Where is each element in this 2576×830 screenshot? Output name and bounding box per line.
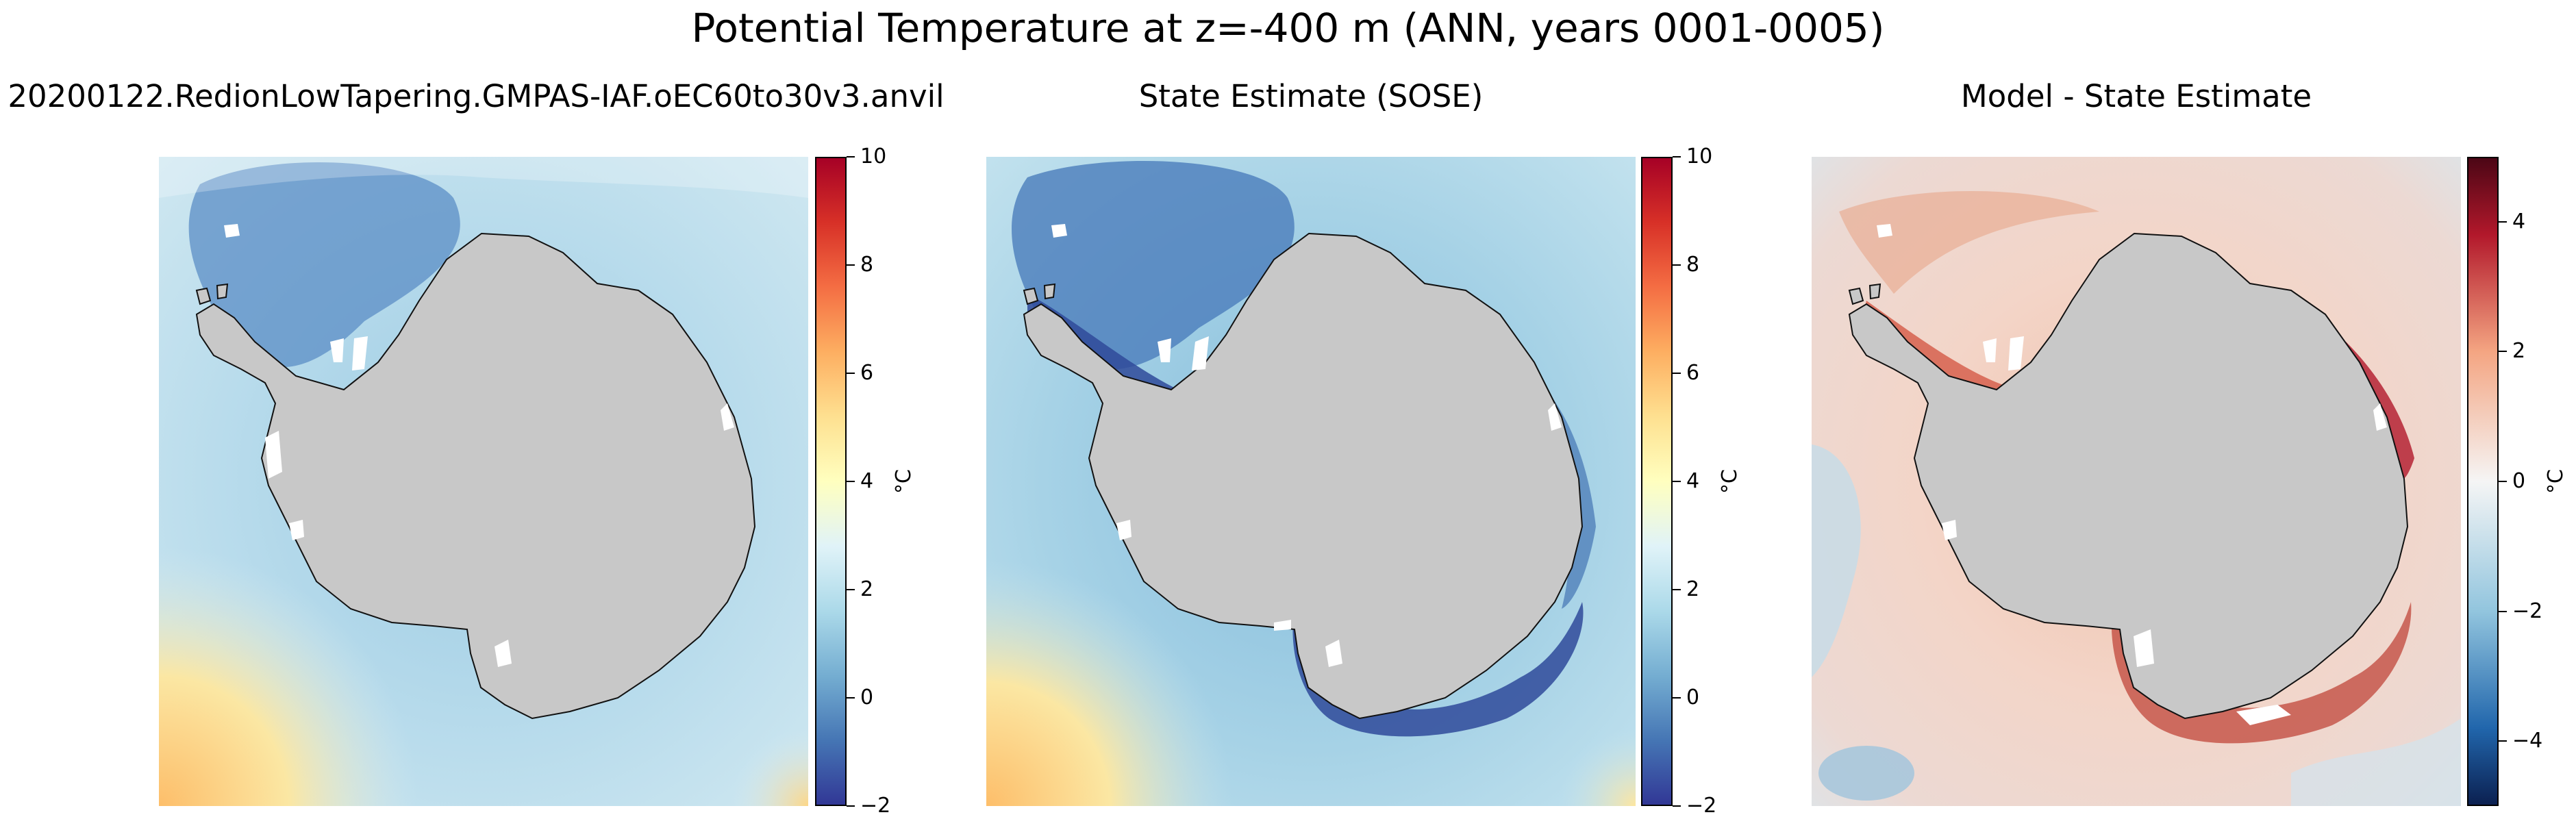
colorbar-tick-mark xyxy=(1673,589,1681,590)
colorbar-tick-label: 2 xyxy=(2512,339,2526,364)
ice-shelf-gaps xyxy=(1877,224,2387,725)
colorbar-unit-model: °C xyxy=(892,469,916,494)
colorbar-tick-mark xyxy=(2499,610,2507,612)
colorbar-tick-mark xyxy=(847,697,855,699)
ice-shelf-gaps xyxy=(1051,224,1562,667)
colorbar-tick-mark xyxy=(847,589,855,590)
colorbar-tick-mark xyxy=(1673,805,1681,807)
antarctica-land xyxy=(195,232,756,720)
colorbar-tick-label: 4 xyxy=(2512,209,2526,234)
colorbar-tick-label: 0 xyxy=(1686,686,1700,709)
antarctica-land xyxy=(1023,232,1584,720)
colorbar-tick-mark xyxy=(847,805,855,807)
panel-title-difference: Model - State Estimate xyxy=(1960,78,2312,114)
colorbar-difference: −4 −2 0 2 4 xyxy=(2467,157,2542,806)
colorbar-tick-label: 4 xyxy=(860,469,874,493)
colorbar-tick-label: 0 xyxy=(860,686,874,709)
map-sose xyxy=(986,157,1636,806)
colorbar-tick-mark xyxy=(2499,351,2507,353)
colorbar-tick-label: 8 xyxy=(860,253,874,277)
colorbar-tick-mark xyxy=(847,373,855,374)
colorbar-tick-label: 10 xyxy=(1686,144,1713,168)
colorbar-tick-mark xyxy=(2499,481,2507,482)
colorbar-unit-sose: °C xyxy=(1718,469,1742,494)
colorbar-tick-label: −2 xyxy=(2512,599,2543,623)
colorbar-tick-mark xyxy=(2499,740,2507,742)
colorbar-unit-difference: °C xyxy=(2544,469,2568,494)
colorbar-tick-label: 2 xyxy=(860,577,874,601)
colorbar-tick-label: 0 xyxy=(2512,469,2526,493)
weddell-gyre-cold xyxy=(1012,161,1295,370)
map-model xyxy=(159,157,808,806)
colorbar-tick-label: 4 xyxy=(1686,469,1700,493)
weddell-gyre-cold xyxy=(188,162,460,368)
colorbar-tick-mark xyxy=(847,481,855,482)
map-difference xyxy=(1812,157,2461,806)
colorbar-tick-mark xyxy=(847,264,855,266)
colorbar-tick-mark xyxy=(1673,373,1681,374)
colorbar-tick-mark xyxy=(1673,697,1681,699)
colorbar-tick-mark xyxy=(1673,156,1681,158)
colorbar-tick-label: 6 xyxy=(860,361,874,385)
colorbar-tick-label: 8 xyxy=(1686,253,1700,277)
figure-title: Potential Temperature at z=-400 m (ANN, … xyxy=(691,5,1885,51)
panel-title-model: 20200122.RedionLowTapering.GMPAS-IAF.oEC… xyxy=(8,78,945,114)
colorbar-tick-mark xyxy=(2499,221,2507,223)
colorbar-tick-label: −4 xyxy=(2512,729,2543,753)
colorbar-tick-label: 2 xyxy=(1686,577,1700,601)
antarctica-land xyxy=(1848,232,2409,720)
colorbar-tick-label: −2 xyxy=(860,794,891,818)
colorbar-tick-mark xyxy=(1673,264,1681,266)
panel-title-sose: State Estimate (SOSE) xyxy=(1138,78,1484,114)
colorbar-tick-label: 10 xyxy=(860,144,887,168)
ice-shelf-gaps xyxy=(224,224,734,667)
colorbar-tick-mark xyxy=(1673,481,1681,482)
colorbar-tick-label: −2 xyxy=(1686,794,1717,818)
colorbar-tick-label: 6 xyxy=(1686,361,1700,385)
colorbar-model: −2 0 2 4 6 8 10 xyxy=(815,144,890,818)
colorbar-sose: −2 0 2 4 6 8 10 xyxy=(1641,144,1716,818)
colorbar-tick-mark xyxy=(847,156,855,158)
